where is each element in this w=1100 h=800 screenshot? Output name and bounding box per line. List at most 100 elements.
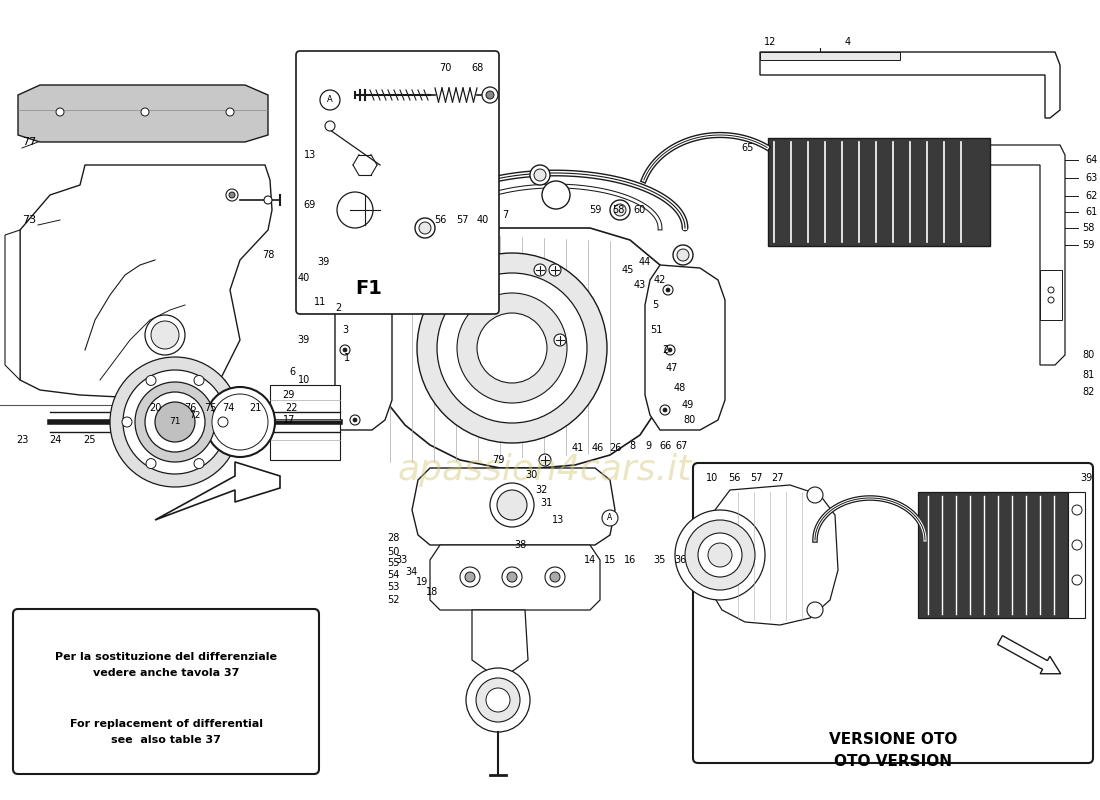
Circle shape (660, 405, 670, 415)
Polygon shape (1040, 270, 1062, 320)
Text: 44: 44 (639, 257, 651, 267)
Text: 54: 54 (387, 570, 400, 580)
Polygon shape (708, 485, 838, 625)
Text: 39: 39 (318, 257, 330, 267)
Polygon shape (20, 165, 272, 398)
Circle shape (486, 688, 510, 712)
Text: apassion4cars.it: apassion4cars.it (398, 453, 692, 487)
Text: 57: 57 (455, 215, 469, 225)
Circle shape (155, 402, 195, 442)
Text: 51: 51 (650, 325, 662, 335)
Text: 40: 40 (298, 273, 310, 283)
Text: 10: 10 (706, 473, 718, 483)
Polygon shape (1068, 492, 1085, 618)
Circle shape (1048, 297, 1054, 303)
Circle shape (807, 487, 823, 503)
Text: 63: 63 (1085, 173, 1098, 183)
Text: 2: 2 (336, 303, 342, 313)
Circle shape (610, 200, 630, 220)
Circle shape (539, 454, 551, 466)
Circle shape (320, 90, 340, 110)
Circle shape (708, 543, 732, 567)
Circle shape (550, 572, 560, 582)
Text: 27: 27 (772, 473, 784, 483)
Text: 69: 69 (304, 200, 316, 210)
Text: 40: 40 (477, 215, 490, 225)
Text: 41: 41 (572, 443, 584, 453)
Text: 80: 80 (684, 415, 696, 425)
Circle shape (530, 165, 550, 185)
Text: 56: 56 (433, 215, 447, 225)
Circle shape (490, 483, 534, 527)
Text: 6: 6 (289, 367, 295, 377)
Circle shape (554, 334, 566, 346)
Text: 60: 60 (634, 205, 646, 215)
Circle shape (264, 196, 272, 204)
Polygon shape (412, 468, 615, 545)
Circle shape (465, 572, 475, 582)
Circle shape (666, 288, 670, 292)
Circle shape (437, 273, 587, 423)
Text: A: A (607, 514, 613, 522)
Polygon shape (990, 145, 1065, 365)
Text: 80: 80 (1082, 350, 1094, 360)
Text: 9: 9 (645, 441, 651, 451)
Circle shape (460, 567, 480, 587)
Circle shape (135, 382, 214, 462)
Text: 36: 36 (674, 555, 686, 565)
Polygon shape (430, 545, 600, 610)
Text: 66: 66 (659, 441, 671, 451)
Text: 56: 56 (728, 473, 740, 483)
Polygon shape (472, 610, 528, 680)
Text: 58: 58 (612, 205, 624, 215)
FancyBboxPatch shape (296, 51, 499, 314)
Text: 68: 68 (471, 63, 483, 73)
Text: 3: 3 (342, 325, 348, 335)
Polygon shape (336, 265, 392, 430)
Text: 77: 77 (22, 137, 36, 147)
Polygon shape (918, 492, 1068, 618)
Text: 30: 30 (525, 470, 537, 480)
Text: 10: 10 (298, 375, 310, 385)
Circle shape (123, 370, 227, 474)
Circle shape (226, 108, 234, 116)
Circle shape (685, 520, 755, 590)
Text: 49: 49 (682, 400, 694, 410)
Text: 59: 59 (1082, 240, 1094, 250)
Text: 16: 16 (624, 555, 636, 565)
Circle shape (549, 264, 561, 276)
Text: 64: 64 (1085, 155, 1098, 165)
Circle shape (663, 408, 667, 412)
Circle shape (417, 253, 607, 443)
Text: 39: 39 (1080, 473, 1092, 483)
Text: 23: 23 (15, 435, 29, 445)
Text: For replacement of differential
see  also table 37: For replacement of differential see also… (69, 718, 263, 746)
Circle shape (343, 348, 346, 352)
Circle shape (205, 387, 275, 457)
Circle shape (212, 394, 268, 450)
Text: 8: 8 (629, 441, 635, 451)
Text: 12: 12 (764, 37, 777, 47)
Text: 21: 21 (249, 403, 261, 413)
Text: 73: 73 (22, 215, 36, 225)
Text: 82: 82 (1082, 387, 1094, 397)
Text: 39: 39 (298, 335, 310, 345)
Circle shape (668, 348, 672, 352)
Circle shape (666, 345, 675, 355)
Circle shape (145, 315, 185, 355)
Text: 11: 11 (314, 297, 326, 307)
Circle shape (497, 490, 527, 520)
Circle shape (1072, 540, 1082, 550)
Circle shape (146, 458, 156, 469)
Circle shape (663, 285, 673, 295)
Text: 46: 46 (592, 443, 604, 453)
Circle shape (343, 285, 353, 295)
Circle shape (507, 572, 517, 582)
Circle shape (419, 222, 431, 234)
FancyBboxPatch shape (693, 463, 1093, 763)
Text: 14: 14 (584, 555, 596, 565)
Text: 25: 25 (84, 435, 97, 445)
Text: 59: 59 (588, 205, 602, 215)
Circle shape (151, 321, 179, 349)
Text: 1: 1 (344, 353, 350, 363)
